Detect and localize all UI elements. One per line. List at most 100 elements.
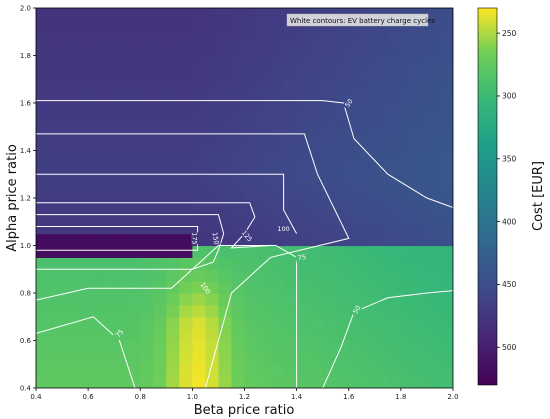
heatmap-cell	[322, 221, 337, 235]
heatmap-cell	[439, 316, 453, 330]
heatmap-cell	[361, 209, 376, 223]
heatmap-cell	[426, 257, 441, 270]
heatmap-cell	[166, 126, 180, 140]
heatmap-cell	[231, 364, 246, 377]
heatmap-cell	[413, 198, 428, 211]
heatmap-cell	[283, 316, 298, 330]
heatmap-cell	[283, 79, 298, 92]
heatmap-cell	[309, 43, 324, 57]
x-axis-label: Beta price ratio	[194, 403, 295, 418]
heatmap-cell	[244, 376, 259, 388]
heatmap-cell	[439, 364, 453, 377]
contour-label-gap	[240, 228, 255, 244]
heatmap-cell	[283, 257, 298, 270]
heatmap-cell	[374, 198, 389, 211]
heatmap-cell	[88, 198, 102, 211]
heatmap-cell	[49, 114, 63, 128]
heatmap-cell	[348, 31, 363, 45]
heatmap-cell	[244, 340, 259, 353]
heatmap-cell	[374, 340, 389, 353]
heatmap-cell	[166, 209, 180, 223]
heatmap-cell	[439, 293, 453, 306]
heatmap-cell	[270, 328, 285, 342]
contour-label-gap	[342, 95, 356, 111]
heatmap-cell	[49, 8, 63, 21]
heatmap-cell	[75, 55, 89, 68]
heatmap-cell	[166, 328, 180, 342]
heatmap-cell	[231, 43, 246, 57]
heatmap-cell	[283, 174, 298, 187]
heatmap-cell	[192, 245, 207, 258]
heatmap-cell	[192, 138, 207, 152]
heatmap-cell	[140, 162, 154, 175]
heatmap-cell	[179, 31, 193, 45]
heatmap-cell	[426, 55, 441, 68]
heatmap-cell	[127, 174, 141, 187]
heatmap-cell	[322, 114, 337, 128]
heatmap-cell	[127, 43, 141, 57]
heatmap-cell	[88, 103, 102, 116]
heatmap-cell	[244, 43, 259, 57]
heatmap-cell	[153, 352, 167, 365]
heatmap-cell	[413, 340, 428, 353]
heatmap-cell	[257, 269, 272, 282]
heatmap-cell	[231, 114, 246, 128]
heatmap-cell	[413, 328, 428, 342]
heatmap-cell	[218, 162, 233, 175]
heatmap-cell	[348, 67, 363, 80]
heatmap-cell	[387, 352, 402, 365]
heatmap-cell	[426, 316, 441, 330]
heatmap-cell	[88, 340, 102, 353]
heatmap-cell	[75, 198, 89, 211]
heatmap-cell	[166, 114, 180, 128]
heatmap-cell	[244, 114, 259, 128]
heatmap-cell	[309, 138, 324, 152]
heatmap-cell	[257, 31, 272, 45]
heatmap-cell	[179, 293, 193, 306]
heatmap-cell	[283, 293, 298, 306]
heatmap-cell	[283, 43, 298, 57]
contour-label-gap	[198, 281, 213, 296]
heatmap-cell	[192, 328, 207, 342]
heatmap-cell	[127, 19, 141, 33]
colorbar-tick-label: 250	[502, 29, 517, 38]
heatmap-cell	[348, 316, 363, 330]
heatmap-cell	[88, 8, 102, 21]
heatmap-cell	[88, 91, 102, 104]
heatmap-cell	[361, 233, 376, 247]
heatmap-cell	[49, 257, 63, 270]
x-tick-label: 1.2	[239, 393, 250, 401]
heatmap-cell	[439, 114, 453, 128]
heatmap-cell	[192, 79, 207, 92]
heatmap-cell	[75, 186, 89, 199]
heatmap-cell	[361, 316, 376, 330]
heatmap-cell	[127, 91, 141, 104]
heatmap-cell	[231, 245, 246, 258]
heatmap-cell	[88, 221, 102, 235]
heatmap-cell	[231, 126, 246, 140]
heatmap-cell	[49, 31, 63, 45]
heatmap-cell	[218, 269, 233, 282]
heatmap-cell	[205, 364, 220, 377]
heatmap-cell	[101, 174, 115, 187]
heatmap-cell	[309, 126, 324, 140]
heatmap-cell	[101, 245, 115, 258]
heatmap-cell	[270, 55, 285, 68]
heatmap-cell	[114, 55, 128, 68]
heatmap-cell	[270, 19, 285, 33]
heatmap-cell	[166, 293, 180, 306]
heatmap-cell	[179, 186, 193, 199]
heatmap-cell	[296, 328, 311, 342]
heatmap-cell	[387, 186, 402, 199]
heatmap-cell	[205, 150, 220, 163]
heatmap-cell	[439, 245, 453, 258]
heatmap-cell	[88, 55, 102, 68]
heatmap-cell	[361, 114, 376, 128]
heatmap-cell	[257, 340, 272, 353]
heatmap-cell	[88, 269, 102, 282]
heatmap-cell	[127, 79, 141, 92]
heatmap-cell	[49, 198, 63, 211]
heatmap-cell	[218, 114, 233, 128]
heatmap-cell	[257, 281, 272, 294]
heatmap-cell	[309, 79, 324, 92]
